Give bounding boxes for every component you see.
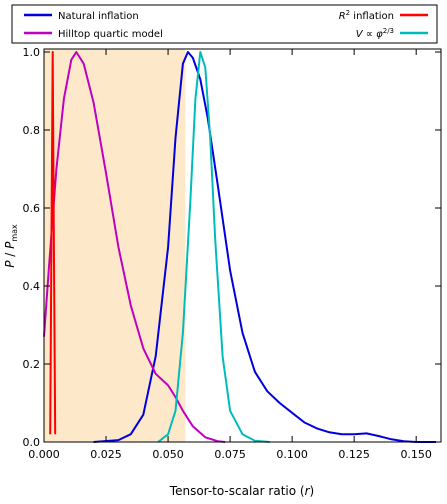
legend-label-natural: Natural inflation xyxy=(58,11,139,22)
y-tick-label: 0.6 xyxy=(23,202,41,215)
x-tick-label: 0.025 xyxy=(90,448,122,461)
series-line-0 xyxy=(93,51,436,443)
y-axis-label: P / Pmax xyxy=(3,224,19,268)
legend-label-r2: R2 inflation xyxy=(339,9,394,22)
x-tick-label: 0.050 xyxy=(152,448,184,461)
y-tick-label: 0.2 xyxy=(23,358,41,371)
x-tick-label: 0.000 xyxy=(28,448,60,461)
legend: Natural inflation Hilltop quartic model … xyxy=(11,4,438,44)
legend-label-vphi: V ∝ φ2/3 xyxy=(356,27,394,40)
series-line-2 xyxy=(49,51,57,435)
x-tick-label: 0.125 xyxy=(338,448,370,461)
series-line-1 xyxy=(43,51,226,443)
x-axis-label: Tensor-to-scalar ratio (r) xyxy=(169,484,314,498)
series-line-3 xyxy=(157,51,270,443)
x-tick-label: 0.100 xyxy=(276,448,308,461)
shaded-region xyxy=(44,49,186,442)
y-tick-label: 0.8 xyxy=(23,124,41,137)
legend-label-hilltop: Hilltop quartic model xyxy=(58,29,163,40)
x-tick-label: 0.075 xyxy=(214,448,246,461)
plot-frame xyxy=(43,48,442,443)
y-tick-label: 0.0 xyxy=(23,436,41,449)
legend-frame xyxy=(11,4,438,44)
y-tick-label: 0.4 xyxy=(23,280,41,293)
series-layer xyxy=(43,51,436,443)
y-tick-label: 1.0 xyxy=(23,46,41,59)
ticks-layer: 0.000 0.025 0.050 0.075 0.100 0.125 0.150 0.0 0.… xyxy=(23,46,441,461)
plot-area: 0.000 0.025 0.050 0.075 0.100 0.125 0.150 0.0 0.… xyxy=(23,46,442,461)
x-tick-label: 0.150 xyxy=(400,448,432,461)
